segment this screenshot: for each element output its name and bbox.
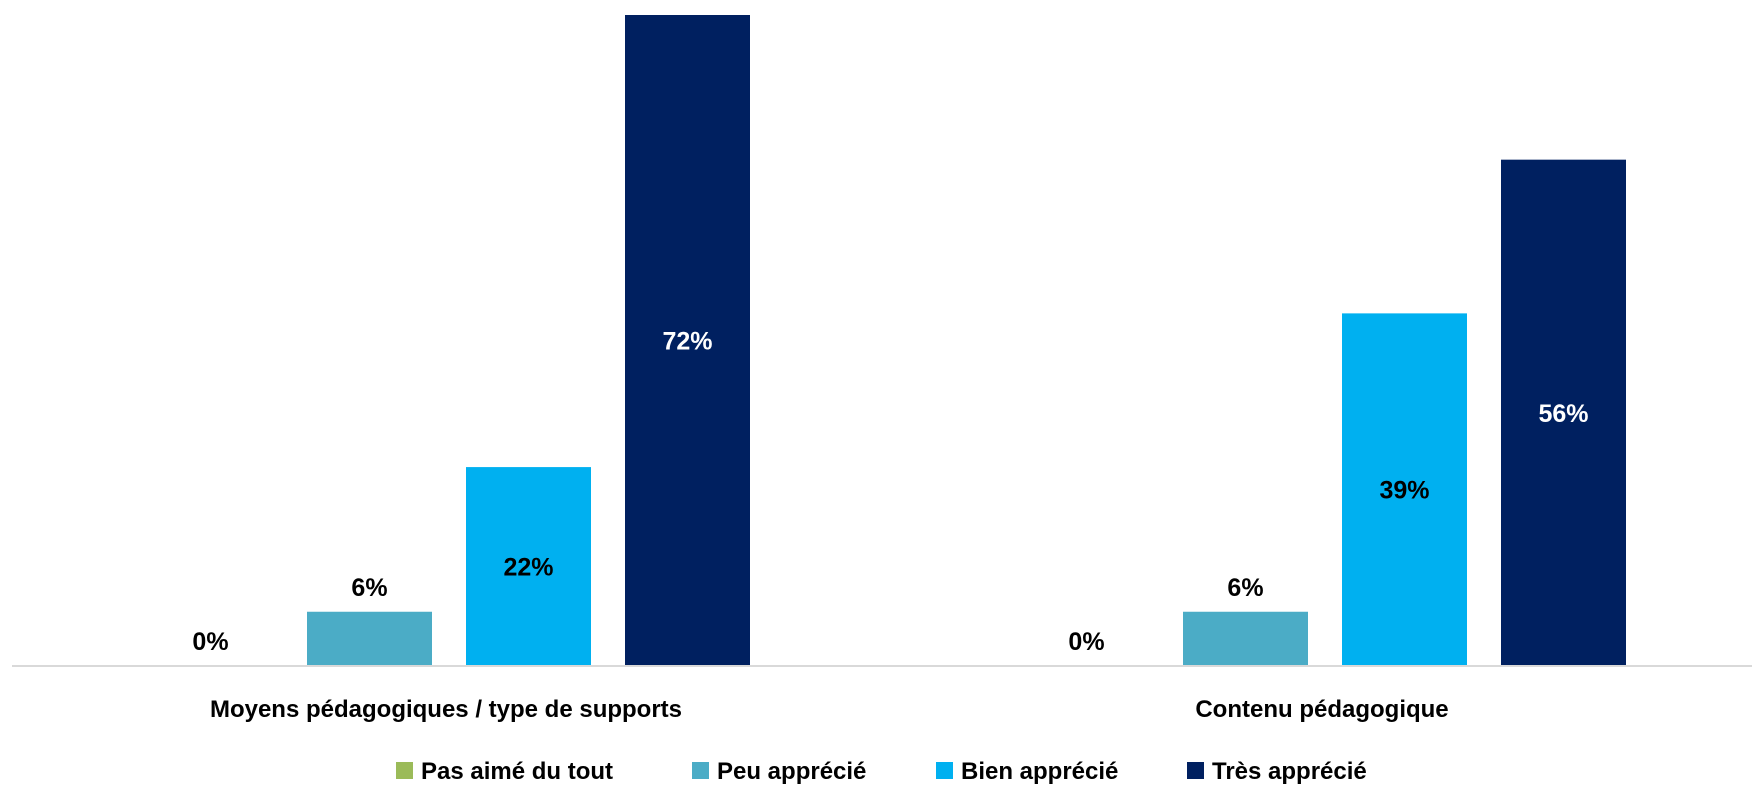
legend: Pas aimé du tout Peu apprécié Bien appré… [396,758,1367,785]
data-label-pas-aim-du-tout-0: 0% [192,628,228,656]
bar-bien-appr-ci--0 [466,467,591,666]
legend-label-bien-apprecie: Bien apprécié [961,758,1118,785]
data-label-tr-s-appr-ci--0: 72% [662,328,712,356]
legend-swatch-peu-apprecie [692,762,709,779]
legend-label-tres-apprecie: Très apprécié [1212,758,1367,785]
bar-tr-s-appr-ci--0 [625,15,750,666]
data-label-tr-s-appr-ci--1: 56% [1538,400,1588,428]
legend-swatch-tres-apprecie [1187,762,1204,779]
bar-bien-appr-ci--1 [1342,313,1467,666]
category-label-1: Contenu pédagogique [1195,696,1448,723]
category-labels-group: Moyens pédagogiques / type de supports C… [210,696,1449,723]
bars-group [307,15,1626,666]
legend-swatch-pas-aime [396,762,413,779]
bar-peu-appr-ci--1 [1183,611,1308,666]
legend-label-peu-apprecie: Peu apprécié [717,758,866,785]
data-label-bien-appr-ci--1: 39% [1379,477,1429,505]
data-label-pas-aim-du-tout-1: 0% [1068,628,1104,656]
data-label-bien-appr-ci--0: 22% [503,554,553,582]
legend-label-pas-aime: Pas aimé du tout [421,758,613,785]
data-label-peu-appr-ci--1: 6% [1227,574,1263,602]
category-label-0: Moyens pédagogiques / type de supports [210,696,682,723]
legend-swatch-bien-apprecie [936,762,953,779]
bar-tr-s-appr-ci--1 [1501,159,1626,666]
data-label-peu-appr-ci--0: 6% [351,574,387,602]
bar-peu-appr-ci--0 [307,611,432,666]
data-labels-group: 0% 6% 22% 72% 0% 6% 39% 56% [192,328,1588,657]
